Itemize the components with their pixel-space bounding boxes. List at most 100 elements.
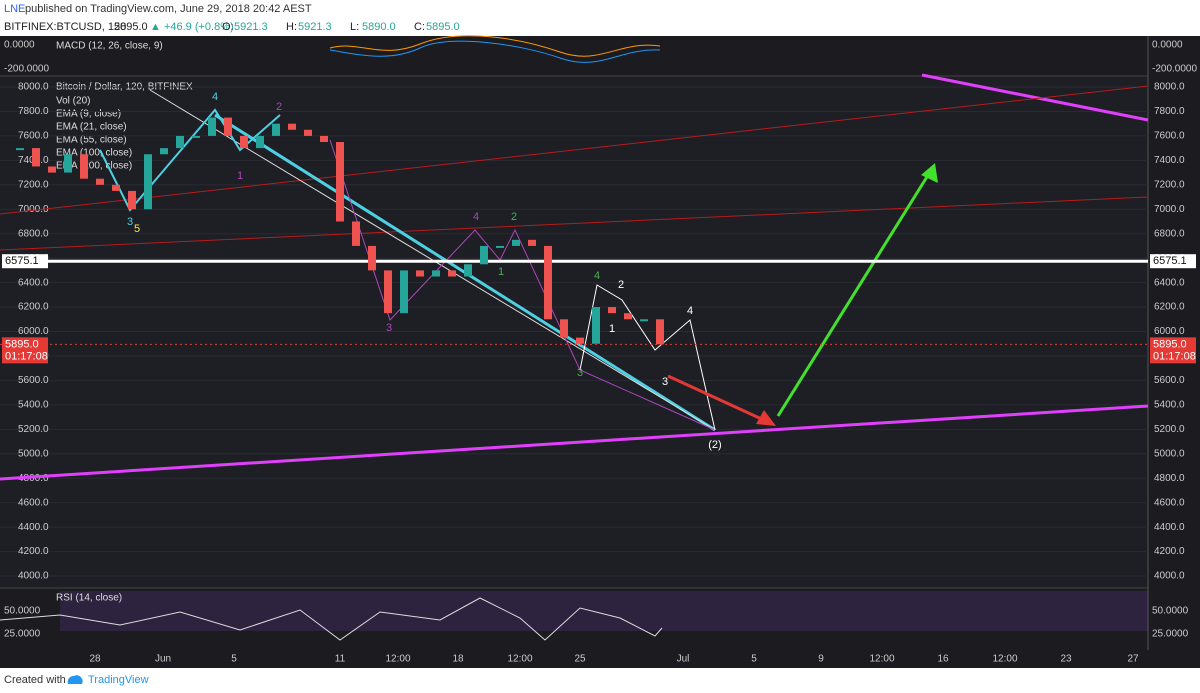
footer-brand[interactable]: TradingView [88,674,149,686]
pane-tick: 0.0000 [1152,40,1183,51]
y-tick-label: 4400.0 [1154,522,1185,533]
indicator-list: Vol (20) EMA (9, close) EMA (21, close) EMA… [56,96,132,172]
candle [224,117,232,136]
y-tick-label-left: 6000.0 [18,326,49,337]
ohlc: O: 5921.3 H: 5921.3 L: 5890.0 C: 5895.0 [222,21,460,33]
candle [240,135,248,149]
side-ticks: 0.0000 0.0000 -200.0000 -200.0000 50.0000 50.… [4,40,1197,640]
wave-label: 2 [276,101,282,113]
pane-tick: 0.0000 [4,40,35,51]
wave-label: 1 [498,266,504,278]
wave-label: 4 [594,270,600,282]
y-tick-label-left: 7200.0 [18,179,49,190]
y-tick-label: 4800.0 [1154,473,1185,484]
y-tick-label: 6800.0 [1154,228,1185,239]
y-tick-label-left: 8000.0 [18,82,49,93]
indicator: EMA (200, close) [56,161,132,172]
trend-line [0,196,1149,251]
y-tick-label: 7000.0 [1154,204,1185,215]
x-tick-label: 5 [751,654,757,665]
macd-label: MACD (12, 26, close, 9) [56,41,163,52]
ohlc-value: 5921.3 [298,21,332,33]
x-tick-label: 25 [574,654,586,665]
ohlc-value: 5895.0 [426,21,460,33]
x-tick-label: 18 [452,654,464,665]
pane-tick: 25.0000 [4,629,41,640]
y-tick-label: 7400.0 [1154,155,1185,166]
y-tick-label: 5400.0 [1154,400,1185,411]
wave-label: 2 [511,211,517,223]
last-label: 5895.0 [5,338,39,350]
last-tag [2,337,48,364]
candle [352,221,360,246]
wave-label: 3 [127,216,133,228]
candle [528,239,536,246]
pane-tick: -200.0000 [1152,64,1197,75]
y-tick-label-left: 5600.0 [18,375,49,386]
wave-label: 4 [473,211,479,223]
candle [448,270,456,277]
candle [288,123,296,130]
y-tick-label-left: 5400.0 [18,400,49,411]
wave-label: 5 [134,223,140,235]
x-axis: 28 Jun 5 11 12:00 18 12:00 25 Jul 5 9 12:00 16 12:00 2… [89,654,1139,665]
candle [80,154,88,179]
arrow-head [921,163,938,183]
x-tick-label: 12:00 [507,654,532,665]
wave-label: 2 [618,279,624,291]
candle [640,319,648,322]
y-tick-label: 6400.0 [1154,277,1185,288]
candle [32,148,40,167]
x-tick-label: Jul [677,654,690,665]
arrow-up [776,171,932,417]
wave-lines [579,284,716,431]
candle [624,313,632,320]
indicator: EMA (9, close) [56,109,121,120]
pane-tick: 50.0000 [4,606,41,617]
candle [128,190,136,210]
last-tag [1150,337,1196,364]
candle [656,319,664,345]
x-tick-label: 5 [231,654,237,665]
ohlc-label: L: [350,21,359,33]
y-tick-label-left: 6800.0 [18,228,49,239]
published-text: published on TradingView.com, June 29, 2… [25,3,312,15]
y-tick-label: 6200.0 [1154,302,1185,313]
level-tag [1150,254,1196,269]
grid: 4000.04000.04200.04200.04400.04400.04600… [0,82,1185,582]
time-axis [0,650,1200,668]
macd-signal [329,40,661,63]
indicator: EMA (21, close) [56,122,127,133]
candle [384,270,392,314]
candle [608,307,616,314]
candle [592,307,600,344]
candle [480,245,488,265]
wave-label: 4 [212,91,218,103]
support-line [0,404,1149,481]
resistance-line [921,73,1149,122]
trend-line [0,85,1149,215]
x-tick-label: 28 [89,654,101,665]
candle [560,319,568,338]
level-label: 6575.1 [1153,255,1187,267]
x-tick-label: 16 [937,654,949,665]
x-tick-label: Jun [155,654,171,665]
candle [144,154,152,210]
pane-tick: -200.0000 [4,64,49,75]
candle [192,135,200,138]
indicator: EMA (100, close) [56,148,132,159]
x-tick-label: 27 [1127,654,1139,665]
y-tick-label: 4000.0 [1154,571,1185,582]
candle [304,129,312,136]
x-tick-label: 12:00 [869,654,894,665]
wave-label: 3 [662,376,668,388]
publisher: LNE [4,3,25,15]
y-tick-label: 7800.0 [1154,106,1185,117]
y-tick-label: 5000.0 [1154,448,1185,459]
candle [512,239,520,246]
candle [496,245,504,248]
y-tick-label: 4200.0 [1154,546,1185,557]
